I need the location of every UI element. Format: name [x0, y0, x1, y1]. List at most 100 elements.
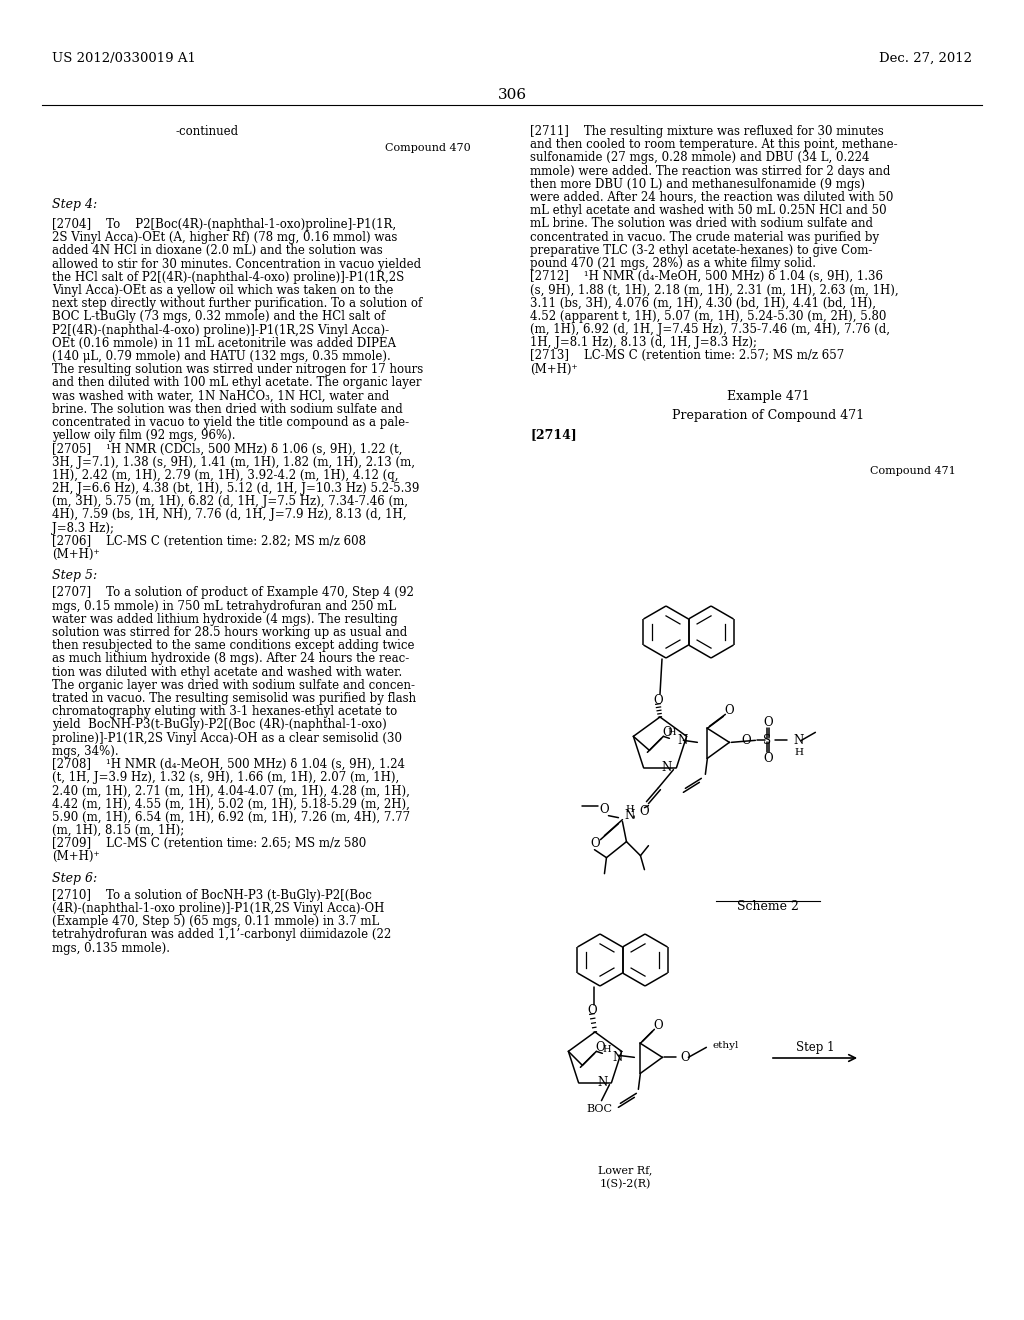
Text: N: N — [625, 809, 635, 822]
Text: P2[(4R)-(naphthal-4-oxo) proline)]-P1(1R,2S Vinyl Acca)-: P2[(4R)-(naphthal-4-oxo) proline)]-P1(1R… — [52, 323, 389, 337]
Text: BOC: BOC — [587, 1104, 612, 1114]
Text: 3H, J=7.1), 1.38 (s, 9H), 1.41 (m, 1H), 1.82 (m, 1H), 2.13 (m,: 3H, J=7.1), 1.38 (s, 9H), 1.41 (m, 1H), … — [52, 455, 415, 469]
Text: S: S — [763, 734, 771, 747]
Text: 2.40 (m, 1H), 2.71 (m, 1H), 4.04-4.07 (m, 1H), 4.28 (m, 1H),: 2.40 (m, 1H), 2.71 (m, 1H), 4.04-4.07 (m… — [52, 784, 410, 797]
Text: -continued: -continued — [175, 125, 239, 139]
Text: mgs, 34%).: mgs, 34%). — [52, 744, 119, 758]
Text: Step 5:: Step 5: — [52, 569, 97, 582]
Text: O: O — [725, 704, 734, 717]
Text: N: N — [662, 762, 672, 774]
Text: 1H, J=8.1 Hz), 8.13 (d, 1H, J=8.3 Hz);: 1H, J=8.1 Hz), 8.13 (d, 1H, J=8.3 Hz); — [530, 337, 757, 350]
Text: N: N — [794, 734, 804, 747]
Text: The organic layer was dried with sodium sulfate and concen-: The organic layer was dried with sodium … — [52, 678, 415, 692]
Text: [2710]    To a solution of BocNH-P3 (t-BuGly)-P2[(Boc: [2710] To a solution of BocNH-P3 (t-BuGl… — [52, 888, 372, 902]
Text: [2707]    To a solution of product of Example 470, Step 4 (92: [2707] To a solution of product of Examp… — [52, 586, 414, 599]
Text: concentrated in vacuo to yield the title compound as a pale-: concentrated in vacuo to yield the title… — [52, 416, 410, 429]
Text: then more DBU (10 L) and methanesulfonamide (9 mgs): then more DBU (10 L) and methanesulfonam… — [530, 178, 865, 191]
Text: brine. The solution was then dried with sodium sulfate and: brine. The solution was then dried with … — [52, 403, 402, 416]
Text: O: O — [764, 752, 773, 764]
Text: sulfonamide (27 mgs, 0.28 mmole) and DBU (34 L, 0.224: sulfonamide (27 mgs, 0.28 mmole) and DBU… — [530, 152, 869, 165]
Text: solution was stirred for 28.5 hours working up as usual and: solution was stirred for 28.5 hours work… — [52, 626, 408, 639]
Text: O: O — [596, 1041, 605, 1053]
Text: O: O — [653, 1019, 664, 1032]
Text: (m, 3H), 5.75 (m, 1H), 6.82 (d, 1H, J=7.5 Hz), 7.34-7.46 (m,: (m, 3H), 5.75 (m, 1H), 6.82 (d, 1H, J=7.… — [52, 495, 408, 508]
Text: mmole) were added. The reaction was stirred for 2 days and: mmole) were added. The reaction was stir… — [530, 165, 891, 178]
Text: O: O — [663, 726, 672, 739]
Text: mgs, 0.135 mmole).: mgs, 0.135 mmole). — [52, 941, 170, 954]
Text: 2H, J=6.6 Hz), 4.38 (bt, 1H), 5.12 (d, 1H, J=10.3 Hz) 5.2-5.39: 2H, J=6.6 Hz), 4.38 (bt, 1H), 5.12 (d, 1… — [52, 482, 420, 495]
Text: chromatography eluting with 3-1 hexanes-ethyl acetate to: chromatography eluting with 3-1 hexanes-… — [52, 705, 397, 718]
Text: Vinyl Acca)-OEt as a yellow oil which was taken on to the: Vinyl Acca)-OEt as a yellow oil which wa… — [52, 284, 393, 297]
Text: OEt (0.16 mmole) in 11 mL acetonitrile was added DIPEA: OEt (0.16 mmole) in 11 mL acetonitrile w… — [52, 337, 396, 350]
Text: (140 μL, 0.79 mmole) and HATU (132 mgs, 0.35 mmole).: (140 μL, 0.79 mmole) and HATU (132 mgs, … — [52, 350, 391, 363]
Text: next step directly without further purification. To a solution of: next step directly without further purif… — [52, 297, 422, 310]
Text: Lower Rf,: Lower Rf, — [598, 1166, 652, 1175]
Text: O: O — [653, 693, 663, 706]
Text: H: H — [795, 748, 804, 756]
Text: US 2012/0330019 A1: US 2012/0330019 A1 — [52, 51, 196, 65]
Text: proline)]-P1(1R,2S Vinyl Acca)-OH as a clear semisolid (30: proline)]-P1(1R,2S Vinyl Acca)-OH as a c… — [52, 731, 402, 744]
Text: Step 1: Step 1 — [796, 1041, 835, 1055]
Text: 3.11 (bs, 3H), 4.076 (m, 1H), 4.30 (bd, 1H), 4.41 (bd, 1H),: 3.11 (bs, 3H), 4.076 (m, 1H), 4.30 (bd, … — [530, 297, 876, 310]
Text: trated in vacuo. The resulting semisolid was purified by flash: trated in vacuo. The resulting semisolid… — [52, 692, 416, 705]
Text: 4H), 7.59 (bs, 1H, NH), 7.76 (d, 1H, J=7.9 Hz), 8.13 (d, 1H,: 4H), 7.59 (bs, 1H, NH), 7.76 (d, 1H, J=7… — [52, 508, 407, 521]
Text: mL brine. The solution was dried with sodium sulfate and: mL brine. The solution was dried with so… — [530, 218, 873, 231]
Text: Preparation of Compound 471: Preparation of Compound 471 — [672, 409, 864, 422]
Text: yield  BocNH-P3(t-BuGly)-P2[(Boc (4R)-(naphthal-1-oxo): yield BocNH-P3(t-BuGly)-P2[(Boc (4R)-(na… — [52, 718, 387, 731]
Text: O: O — [587, 1003, 597, 1016]
Text: and then diluted with 100 mL ethyl acetate. The organic layer: and then diluted with 100 mL ethyl aceta… — [52, 376, 422, 389]
Text: tion was diluted with ethyl acetate and washed with water.: tion was diluted with ethyl acetate and … — [52, 665, 402, 678]
Text: Example 471: Example 471 — [727, 389, 809, 403]
Text: were added. After 24 hours, the reaction was diluted with 50: were added. After 24 hours, the reaction… — [530, 191, 893, 205]
Text: The resulting solution was stirred under nitrogen for 17 hours: The resulting solution was stirred under… — [52, 363, 423, 376]
Text: (Example 470, Step 5) (65 mgs, 0.11 mmole) in 3.7 mL: (Example 470, Step 5) (65 mgs, 0.11 mmol… — [52, 915, 379, 928]
Text: H: H — [667, 727, 676, 737]
Text: [2711]    The resulting mixture was refluxed for 30 minutes: [2711] The resulting mixture was refluxe… — [530, 125, 884, 139]
Text: mgs, 0.15 mmole) in 750 mL tetrahydrofuran and 250 mL: mgs, 0.15 mmole) in 750 mL tetrahydrofur… — [52, 599, 396, 612]
Text: yellow oily film (92 mgs, 96%).: yellow oily film (92 mgs, 96%). — [52, 429, 236, 442]
Text: tetrahydrofuran was added 1,1’-carbonyl diimidazole (22: tetrahydrofuran was added 1,1’-carbonyl … — [52, 928, 391, 941]
Text: (4R)-(naphthal-1-oxo proline)]-P1(1R,2S Vinyl Acca)-OH: (4R)-(naphthal-1-oxo proline)]-P1(1R,2S … — [52, 902, 384, 915]
Text: Step 6:: Step 6: — [52, 871, 97, 884]
Text: Compound 471: Compound 471 — [870, 466, 955, 477]
Text: was washed with water, 1N NaHCO₃, 1N HCl, water and: was washed with water, 1N NaHCO₃, 1N HCl… — [52, 389, 389, 403]
Text: [2704]    To    P2[Boc(4R)-(naphthal-1-oxo)proline]-P1(1R,: [2704] To P2[Boc(4R)-(naphthal-1-oxo)pro… — [52, 218, 396, 231]
Text: concentrated in vacuo. The crude material was purified by: concentrated in vacuo. The crude materia… — [530, 231, 880, 244]
Text: as much lithium hydroxide (8 mgs). After 24 hours the reac-: as much lithium hydroxide (8 mgs). After… — [52, 652, 410, 665]
Text: [2708]    ¹H NMR (d₄-MeOH, 500 MHz) δ 1.04 (s, 9H), 1.24: [2708] ¹H NMR (d₄-MeOH, 500 MHz) δ 1.04 … — [52, 758, 406, 771]
Text: then resubjected to the same conditions except adding twice: then resubjected to the same conditions … — [52, 639, 415, 652]
Text: BOC L-tBuGly (73 mgs, 0.32 mmole) and the HCl salt of: BOC L-tBuGly (73 mgs, 0.32 mmole) and th… — [52, 310, 385, 323]
Text: the HCl salt of P2[(4R)-(naphthal-4-oxo) proline)]-P1(1R,2S: the HCl salt of P2[(4R)-(naphthal-4-oxo)… — [52, 271, 404, 284]
Text: O: O — [741, 734, 752, 747]
Text: O: O — [640, 805, 649, 818]
Text: O: O — [591, 837, 600, 850]
Text: (m, 1H), 8.15 (m, 1H);: (m, 1H), 8.15 (m, 1H); — [52, 824, 184, 837]
Text: 1(S)-2(R): 1(S)-2(R) — [599, 1179, 650, 1189]
Text: Scheme 2: Scheme 2 — [737, 900, 799, 913]
Text: 5.90 (m, 1H), 6.54 (m, 1H), 6.92 (m, 1H), 7.26 (m, 4H), 7.77: 5.90 (m, 1H), 6.54 (m, 1H), 6.92 (m, 1H)… — [52, 810, 411, 824]
Text: (M+H)⁺: (M+H)⁺ — [52, 548, 99, 561]
Text: H: H — [626, 805, 635, 814]
Text: added 4N HCl in dioxane (2.0 mL) and the solution was: added 4N HCl in dioxane (2.0 mL) and the… — [52, 244, 383, 257]
Text: 4.42 (m, 1H), 4.55 (m, 1H), 5.02 (m, 1H), 5.18-5.29 (m, 2H),: 4.42 (m, 1H), 4.55 (m, 1H), 5.02 (m, 1H)… — [52, 797, 410, 810]
Text: (M+H)⁺: (M+H)⁺ — [530, 363, 578, 376]
Text: water was added lithium hydroxide (4 mgs). The resulting: water was added lithium hydroxide (4 mgs… — [52, 612, 397, 626]
Text: ethyl: ethyl — [713, 1041, 738, 1049]
Text: [2706]    LC-MS C (retention time: 2.82; MS m/z 608: [2706] LC-MS C (retention time: 2.82; MS… — [52, 535, 366, 548]
Text: Dec. 27, 2012: Dec. 27, 2012 — [879, 51, 972, 65]
Text: allowed to stir for 30 minutes. Concentration in vacuo yielded: allowed to stir for 30 minutes. Concentr… — [52, 257, 421, 271]
Text: J=8.3 Hz);: J=8.3 Hz); — [52, 521, 114, 535]
Text: (m, 1H), 6.92 (d, 1H, J=7.45 Hz), 7.35-7.46 (m, 4H), 7.76 (d,: (m, 1H), 6.92 (d, 1H, J=7.45 Hz), 7.35-7… — [530, 323, 890, 337]
Text: [2712]    ¹H NMR (d₄-MeOH, 500 MHz) δ 1.04 (s, 9H), 1.36: [2712] ¹H NMR (d₄-MeOH, 500 MHz) δ 1.04 … — [530, 271, 883, 284]
Text: O: O — [680, 1051, 690, 1064]
Text: 1H), 2.42 (m, 1H), 2.79 (m, 1H), 3.92-4.2 (m, 1H), 4.12 (q,: 1H), 2.42 (m, 1H), 2.79 (m, 1H), 3.92-4.… — [52, 469, 398, 482]
Text: 4.52 (apparent t, 1H), 5.07 (m, 1H), 5.24-5.30 (m, 2H), 5.80: 4.52 (apparent t, 1H), 5.07 (m, 1H), 5.2… — [530, 310, 887, 323]
Text: (s, 9H), 1.88 (t, 1H), 2.18 (m, 1H), 2.31 (m, 1H), 2.63 (m, 1H),: (s, 9H), 1.88 (t, 1H), 2.18 (m, 1H), 2.3… — [530, 284, 899, 297]
Text: and then cooled to room temperature. At this point, methane-: and then cooled to room temperature. At … — [530, 139, 898, 152]
Text: [2709]    LC-MS C (retention time: 2.65; MS m/z 580: [2709] LC-MS C (retention time: 2.65; MS… — [52, 837, 367, 850]
Text: H: H — [602, 1045, 610, 1053]
Text: [2705]    ¹H NMR (CDCl₃, 500 MHz) δ 1.06 (s, 9H), 1.22 (t,: [2705] ¹H NMR (CDCl₃, 500 MHz) δ 1.06 (s… — [52, 442, 402, 455]
Text: [2714]: [2714] — [530, 428, 577, 441]
Text: [2713]    LC-MS C (retention time: 2.57; MS m/z 657: [2713] LC-MS C (retention time: 2.57; MS… — [530, 350, 844, 363]
Text: (M+H)⁺: (M+H)⁺ — [52, 850, 99, 863]
